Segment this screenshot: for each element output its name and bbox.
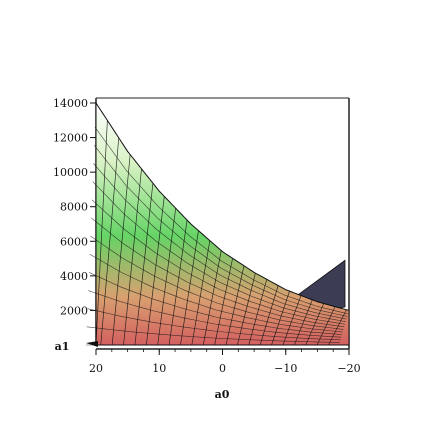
z-tick-label: 14000 bbox=[53, 97, 88, 110]
x-tick-label: −10 bbox=[274, 362, 297, 375]
mesh-contour bbox=[87, 308, 341, 341]
mesh-contour bbox=[86, 326, 340, 343]
z-tick-label: 12000 bbox=[53, 132, 88, 145]
z-tick-label: 8000 bbox=[60, 201, 88, 214]
mesh-contour bbox=[88, 272, 343, 335]
mesh-line bbox=[95, 120, 108, 346]
surface bbox=[95, 101, 350, 346]
mesh-contour bbox=[94, 145, 348, 317]
x-axis: 20 10 0 −10 −20 bbox=[89, 349, 361, 375]
mesh-contour bbox=[91, 199, 346, 325]
z-tick-label: 10000 bbox=[53, 166, 88, 179]
mesh-contour bbox=[92, 181, 346, 322]
a1-axis-arrow bbox=[86, 341, 98, 347]
surface-mesh bbox=[86, 103, 349, 346]
x-tick-label: −20 bbox=[337, 362, 360, 375]
x-axis-title: a0 bbox=[215, 388, 230, 401]
mesh-contour bbox=[88, 290, 342, 338]
mesh-contour bbox=[91, 217, 345, 328]
z-tick-label: 6000 bbox=[60, 235, 88, 248]
mesh-contour bbox=[93, 163, 347, 320]
surface-fill bbox=[95, 101, 350, 346]
mesh-contour bbox=[89, 253, 343, 333]
mesh-contour bbox=[90, 235, 344, 330]
x-tick-label: 20 bbox=[89, 362, 103, 375]
z-tick-label: 2000 bbox=[60, 304, 88, 317]
x-tick-label: 10 bbox=[152, 362, 166, 375]
mesh-contour bbox=[94, 127, 349, 315]
z-tick-label: 4000 bbox=[60, 270, 88, 283]
x-tick-label: 0 bbox=[219, 362, 226, 375]
y-axis-title: a1 bbox=[55, 340, 70, 353]
z-axis: 14000 12000 10000 8000 6000 4000 2000 bbox=[53, 97, 96, 317]
